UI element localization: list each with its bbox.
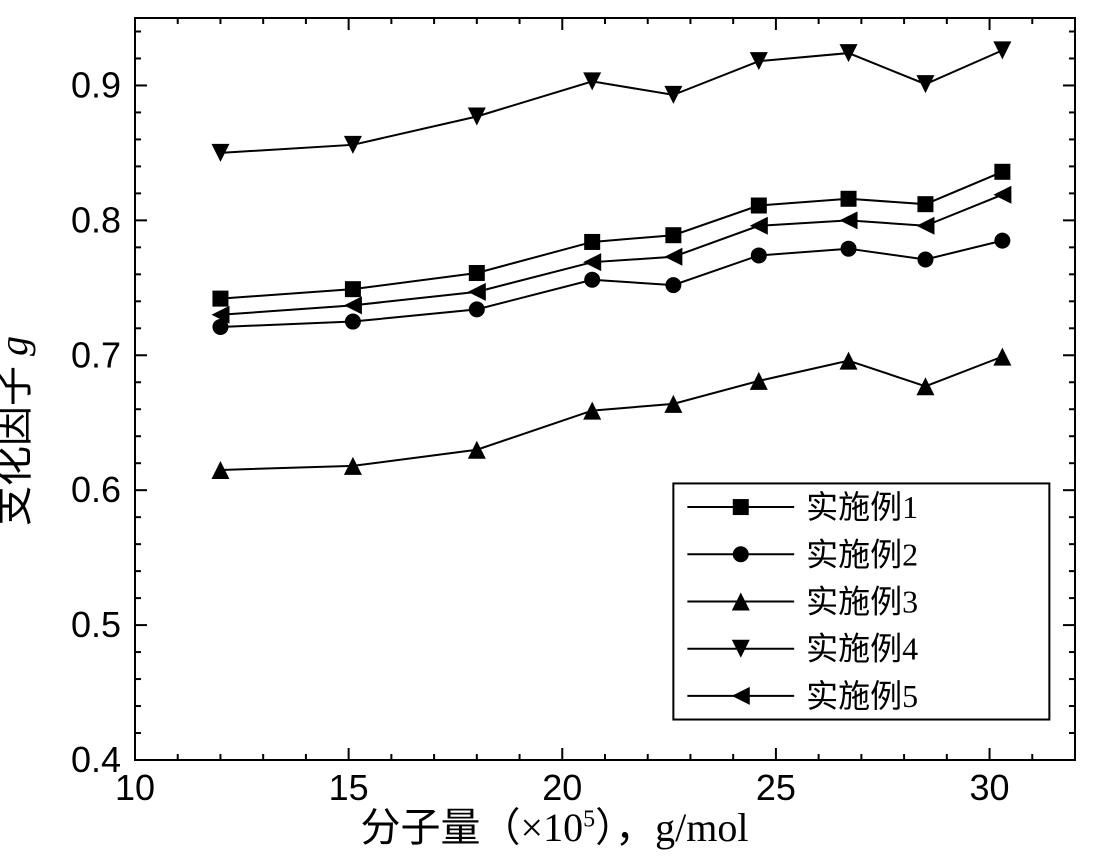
y-axis-label: 支化因子 g [0,336,39,526]
series-s3 [211,348,1011,479]
legend-label: 实施例5 [806,678,918,714]
legend-label: 实施例2 [806,536,918,572]
x-tick-label: 30 [970,767,1010,808]
legend-label: 实施例3 [806,583,918,619]
legend-label: 实施例4 [806,631,918,667]
series-s2 [212,233,1010,335]
x-tick-label: 25 [756,767,796,808]
y-tick-label: 0.4 [71,739,121,780]
y-tick-label: 0.7 [71,334,121,375]
chart-svg: 10152025300.40.50.60.70.80.9实施例1实施例2实施例3… [0,0,1109,861]
series-s1 [212,164,1010,307]
legend-label: 实施例1 [806,489,918,525]
y-tick-label: 0.9 [71,64,121,105]
y-axis-label-it: g [0,336,36,366]
series-s4 [211,41,1011,162]
y-tick-label: 0.8 [71,199,121,240]
y-tick-label: 0.5 [71,604,121,645]
legend: 实施例1 实施例2 实施例3 实施例4 实施例5 [673,483,1049,719]
y-tick-label: 0.6 [71,469,121,510]
y-axis-label-cn: 支化因子 [0,366,36,526]
x-axis-label-prefix: 分子量（×10 [361,805,584,850]
x-axis-label-suffix: ），g/mol [595,805,748,850]
x-axis-label: 分子量（×105），g/mol [361,795,749,853]
chart-container: 10152025300.40.50.60.70.80.9实施例1实施例2实施例3… [0,0,1109,861]
x-axis-label-sup: 5 [583,807,595,833]
